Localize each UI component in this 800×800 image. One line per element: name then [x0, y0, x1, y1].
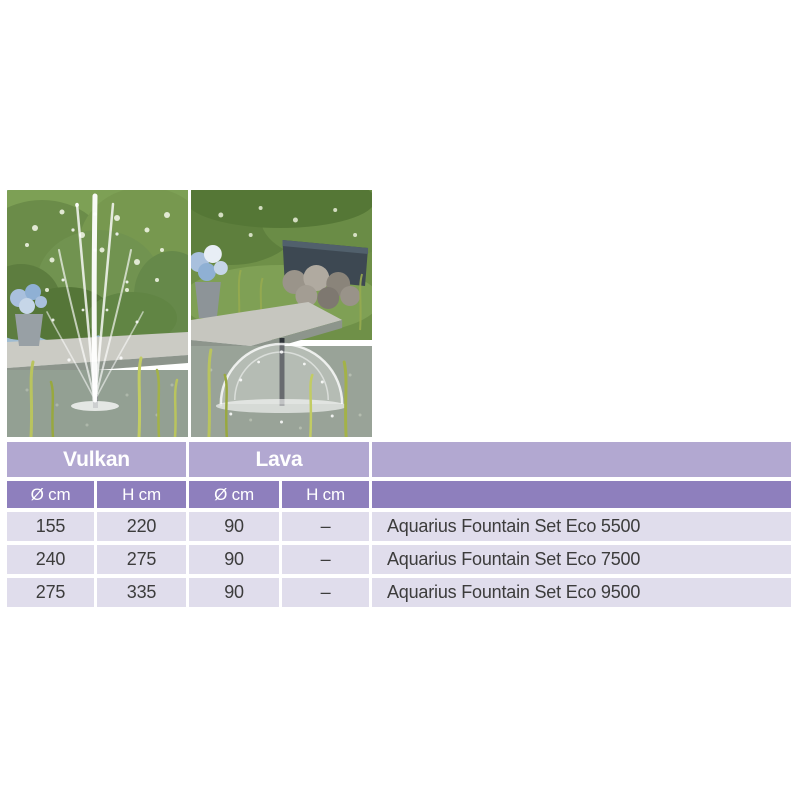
subheader-lava-diameter: Ø cm: [189, 481, 279, 508]
cell-vulkan-height: 275: [97, 545, 186, 574]
cell-product-name: Aquarius Fountain Set Eco 9500: [372, 578, 791, 607]
lava-fountain-photo: [191, 190, 372, 437]
subheader-vulkan-diameter: Ø cm: [7, 481, 94, 508]
cell-lava-diameter: 90: [189, 545, 279, 574]
spec-table: Vulkan Lava Ø cm H cm Ø cm H cm 155 220 …: [7, 442, 791, 607]
cell-vulkan-diameter: 240: [7, 545, 94, 574]
subheader-lava-height: H cm: [282, 481, 369, 508]
cell-vulkan-diameter: 155: [7, 512, 94, 541]
lava-photo-illustration: [191, 190, 372, 437]
photo-strip: [7, 190, 372, 437]
cell-lava-diameter: 90: [189, 578, 279, 607]
cell-vulkan-height: 220: [97, 512, 186, 541]
cell-lava-height: –: [282, 512, 369, 541]
cell-lava-height: –: [282, 578, 369, 607]
cell-lava-diameter: 90: [189, 512, 279, 541]
cell-product-name: Aquarius Fountain Set Eco 5500: [372, 512, 791, 541]
cell-vulkan-diameter: 275: [7, 578, 94, 607]
group-header-empty: [372, 442, 791, 477]
vulkan-photo-illustration: [7, 190, 188, 437]
subheader-empty: [372, 481, 791, 508]
subheader-vulkan-height: H cm: [97, 481, 186, 508]
cell-product-name: Aquarius Fountain Set Eco 7500: [372, 545, 791, 574]
cell-vulkan-height: 335: [97, 578, 186, 607]
vulkan-fountain-photo: [7, 190, 188, 437]
cell-lava-height: –: [282, 545, 369, 574]
group-header-lava: Lava: [189, 442, 369, 477]
group-header-vulkan: Vulkan: [7, 442, 186, 477]
